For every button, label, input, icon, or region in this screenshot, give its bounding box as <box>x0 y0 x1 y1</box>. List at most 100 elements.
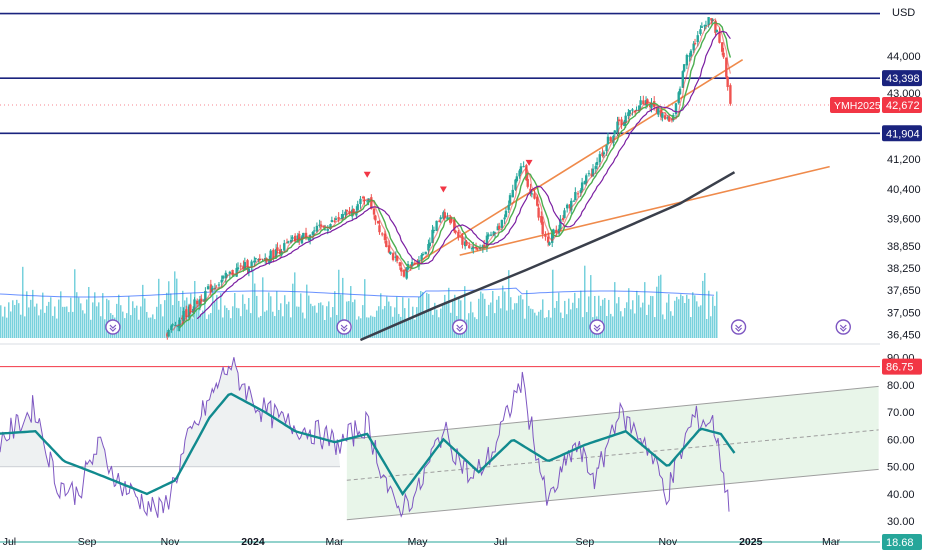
volume-bar <box>30 299 32 338</box>
volume-bar <box>232 306 234 338</box>
candle-body <box>682 64 686 72</box>
volume-bar <box>366 317 368 338</box>
volume-bar <box>460 300 462 338</box>
candle-body <box>612 135 615 143</box>
volume-bar <box>62 306 64 338</box>
time-tick-label: Sep <box>78 536 97 548</box>
time-axis[interactable]: Jul Sep Nov 2024 Mar May Jul Sep Nov 2025 Mar <box>3 536 841 548</box>
candle-body <box>198 299 202 306</box>
volume-bar <box>318 302 320 338</box>
volume-bar <box>662 314 664 338</box>
volume-bar <box>538 311 540 338</box>
candle-body <box>176 326 180 328</box>
rsi-axis[interactable]: 90.0080.0070.0060.0050.0040.0030.0086.75… <box>882 353 922 550</box>
candle-body <box>225 274 229 276</box>
volume-bar <box>168 281 170 338</box>
candle-body <box>283 243 286 251</box>
candle-body <box>361 196 365 199</box>
candle-body <box>493 232 497 234</box>
candle-body <box>551 232 554 243</box>
volume-bar <box>326 306 328 338</box>
volume-bar <box>348 301 350 338</box>
volume-bar <box>298 306 300 338</box>
candle-body <box>264 258 267 260</box>
volume-bar <box>578 298 580 338</box>
event-marker-glyph <box>839 324 847 332</box>
candle-body <box>729 85 732 104</box>
volume-bar <box>674 300 676 338</box>
volume-bar <box>40 309 42 338</box>
candle-body <box>576 193 580 195</box>
volume-bar <box>250 313 252 338</box>
volume-bar <box>234 292 236 338</box>
volume-bar <box>264 311 266 338</box>
rsi-pane[interactable] <box>0 357 880 543</box>
volume-bar <box>418 297 420 338</box>
candle-body <box>519 166 523 173</box>
volume-bar <box>42 292 44 338</box>
candle-body <box>450 220 453 222</box>
volume-bar <box>86 299 88 338</box>
volume-bar <box>314 305 316 338</box>
volume-bar <box>84 313 86 338</box>
volume-bar <box>198 299 200 338</box>
volume-bar <box>434 302 436 338</box>
candle-body <box>476 248 479 250</box>
time-tick-label: Jul <box>3 536 16 548</box>
volume-bar <box>442 304 444 338</box>
volume-bar <box>564 300 566 338</box>
volume-bar <box>404 308 406 338</box>
price-axis[interactable]: USD 44,000 43,000 41,200 40,400 39,600 38,850… <box>830 7 922 341</box>
candle-body <box>590 173 593 177</box>
candle-body <box>563 210 566 219</box>
time-tick-label: Jul <box>494 536 507 548</box>
candle-body <box>285 242 289 244</box>
volume-bar <box>88 286 90 338</box>
candle-body <box>395 255 399 261</box>
candle-body <box>620 119 623 126</box>
candle-body <box>323 229 327 231</box>
candle-body <box>696 35 699 43</box>
volume-bar <box>494 313 496 338</box>
sell-signal-marker <box>525 159 533 166</box>
volume-bar <box>386 296 388 338</box>
candle-body <box>391 253 395 260</box>
candle-body <box>268 259 271 264</box>
candle-body <box>291 237 294 239</box>
volume-bar <box>138 319 140 338</box>
volume-bar <box>22 266 24 338</box>
volume-bar <box>280 303 282 338</box>
volume-bar <box>546 317 548 338</box>
event-marker-icon <box>105 319 121 335</box>
volume-bar <box>256 295 258 338</box>
rsi-channel-upper <box>346 385 879 440</box>
candle-body <box>330 220 334 223</box>
candle-body <box>380 233 384 235</box>
price-pane[interactable] <box>0 0 880 342</box>
candle-body <box>715 29 718 33</box>
volume-bar <box>566 314 568 338</box>
volume-bar <box>444 294 446 338</box>
volume-bar <box>106 298 108 338</box>
price-tick-label: 39,600 <box>887 213 921 225</box>
candle-body <box>565 204 569 209</box>
candle-body <box>598 154 602 163</box>
volume-bar <box>150 317 152 338</box>
rsi-tick-label: 70.00 <box>887 407 915 419</box>
candle-body <box>663 115 667 120</box>
volume-bar <box>36 303 38 338</box>
volume-bar <box>98 302 100 338</box>
volume-bar <box>246 309 248 338</box>
volume-bar <box>396 296 398 338</box>
candle-body <box>601 152 604 157</box>
volume-bar <box>358 316 360 338</box>
time-tick-label: 2025 <box>739 536 763 548</box>
rsi-tick-label: 80.00 <box>887 380 915 392</box>
volume-bar <box>218 309 220 338</box>
volume-bar <box>228 310 230 338</box>
volume-bar <box>118 294 120 338</box>
candle-body <box>533 193 536 199</box>
volume-bar <box>202 310 204 338</box>
volume-bar <box>660 274 662 338</box>
